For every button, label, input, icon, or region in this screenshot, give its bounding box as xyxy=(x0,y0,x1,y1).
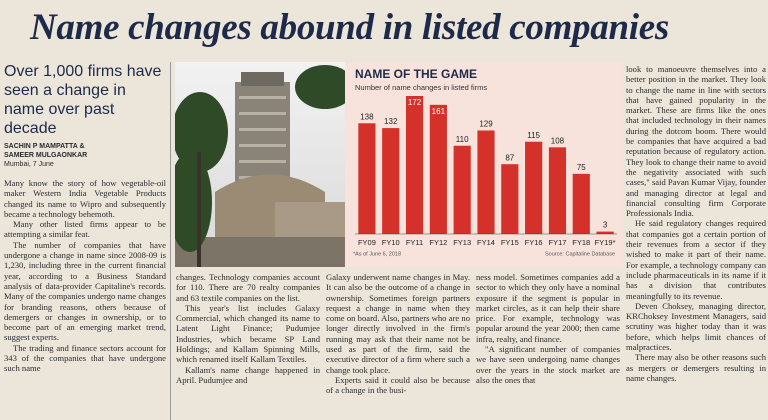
column-rule xyxy=(170,62,171,420)
article-column: changes. Technology companies account fo… xyxy=(176,272,320,420)
value-label: 87 xyxy=(505,153,514,162)
bar xyxy=(405,96,424,234)
paragraph: ness model. Sometimes companies add a se… xyxy=(476,272,620,344)
photo xyxy=(175,62,345,267)
x-tick-label: FY19* xyxy=(595,238,616,247)
paragraph: "A significant number of companies we ha… xyxy=(476,344,620,385)
paragraph: There may also be other reasons such as … xyxy=(626,352,766,383)
value-label: 138 xyxy=(360,112,374,121)
chart-source: Source: Capitaline Database xyxy=(545,251,615,257)
value-label: 129 xyxy=(479,120,493,129)
bar xyxy=(382,128,400,234)
value-label: 75 xyxy=(577,163,586,172)
bar xyxy=(596,231,614,234)
x-tick-label: FY09 xyxy=(358,238,376,247)
value-label: 110 xyxy=(456,135,469,144)
paragraph: This year's list includes Galaxy Commerc… xyxy=(176,302,320,365)
value-label: 3 xyxy=(603,221,608,230)
x-tick-label: FY16 xyxy=(525,238,543,247)
article-column: Many know the story of how vegetable-oil… xyxy=(4,178,166,420)
value-label: 172 xyxy=(408,98,422,107)
x-tick-label: FY10 xyxy=(382,238,400,247)
paragraph: The number of companies that have underg… xyxy=(4,239,166,343)
paragraph: Galaxy underwent name changes in May. It… xyxy=(326,272,470,375)
value-label: 132 xyxy=(384,117,398,126)
x-tick-label: FY18 xyxy=(572,238,590,247)
bar xyxy=(429,104,447,234)
headline: Name changes abound in listed companies xyxy=(30,7,669,48)
author: SACHIN P MAMPATTA & xyxy=(4,143,85,150)
value-label: 115 xyxy=(527,131,540,140)
bar xyxy=(548,147,567,234)
paragraph: Many know the story of how vegetable-oil… xyxy=(4,178,166,219)
paragraph: Experts said it could also be because of… xyxy=(326,374,470,396)
article-column: Galaxy underwent name changes in May. It… xyxy=(326,272,470,420)
x-tick-label: FY15 xyxy=(501,238,519,247)
x-tick-label: FY11 xyxy=(406,238,423,247)
paragraph: changes. Technology companies account fo… xyxy=(176,272,320,303)
paragraph: The trading and finance sectors account … xyxy=(4,342,166,374)
x-tick-label: FY12 xyxy=(429,238,447,247)
value-label: 161 xyxy=(432,107,446,116)
bar xyxy=(501,164,519,234)
bar xyxy=(453,145,471,234)
chart-title: NAME OF THE GAME xyxy=(355,67,477,81)
paragraph: Many other listed firms appear to be att… xyxy=(4,219,166,240)
bar xyxy=(477,130,495,234)
subheadline: Over 1,000 firms have seen a change in n… xyxy=(4,63,162,137)
paragraph: Kallam's name change happened in April. … xyxy=(176,364,320,385)
author: SAMEER MULGAONKAR xyxy=(4,152,88,159)
bar xyxy=(358,123,376,234)
dateline: Mumbai, 7 June xyxy=(4,161,54,168)
paragraph: look to manoeuvre themselves into a bett… xyxy=(626,64,766,219)
paragraph: Deven Choksey, managing director, KRChok… xyxy=(626,300,766,353)
bar xyxy=(525,141,543,234)
article-column: look to manoeuvre themselves into a bett… xyxy=(626,64,766,420)
value-label: 108 xyxy=(551,136,565,145)
x-tick-label: FY17 xyxy=(548,238,566,247)
x-tick-label: FY13 xyxy=(453,238,471,247)
paragraph: He said regulatory changes required that… xyxy=(626,218,766,301)
chart-subtitle: Number of name changes in listed firms xyxy=(355,83,487,92)
byline: SACHIN P MAMPATTA & SAMEER MULGAONKAR Mu… xyxy=(4,142,169,169)
chart: NAME OF THE GAME Number of name changes … xyxy=(345,62,623,267)
article-column: ness model. Sometimes companies add a se… xyxy=(476,272,620,420)
bar xyxy=(572,173,590,234)
chart-note: *As of June 6, 2018 xyxy=(353,251,401,257)
x-tick-label: FY14 xyxy=(477,238,495,247)
